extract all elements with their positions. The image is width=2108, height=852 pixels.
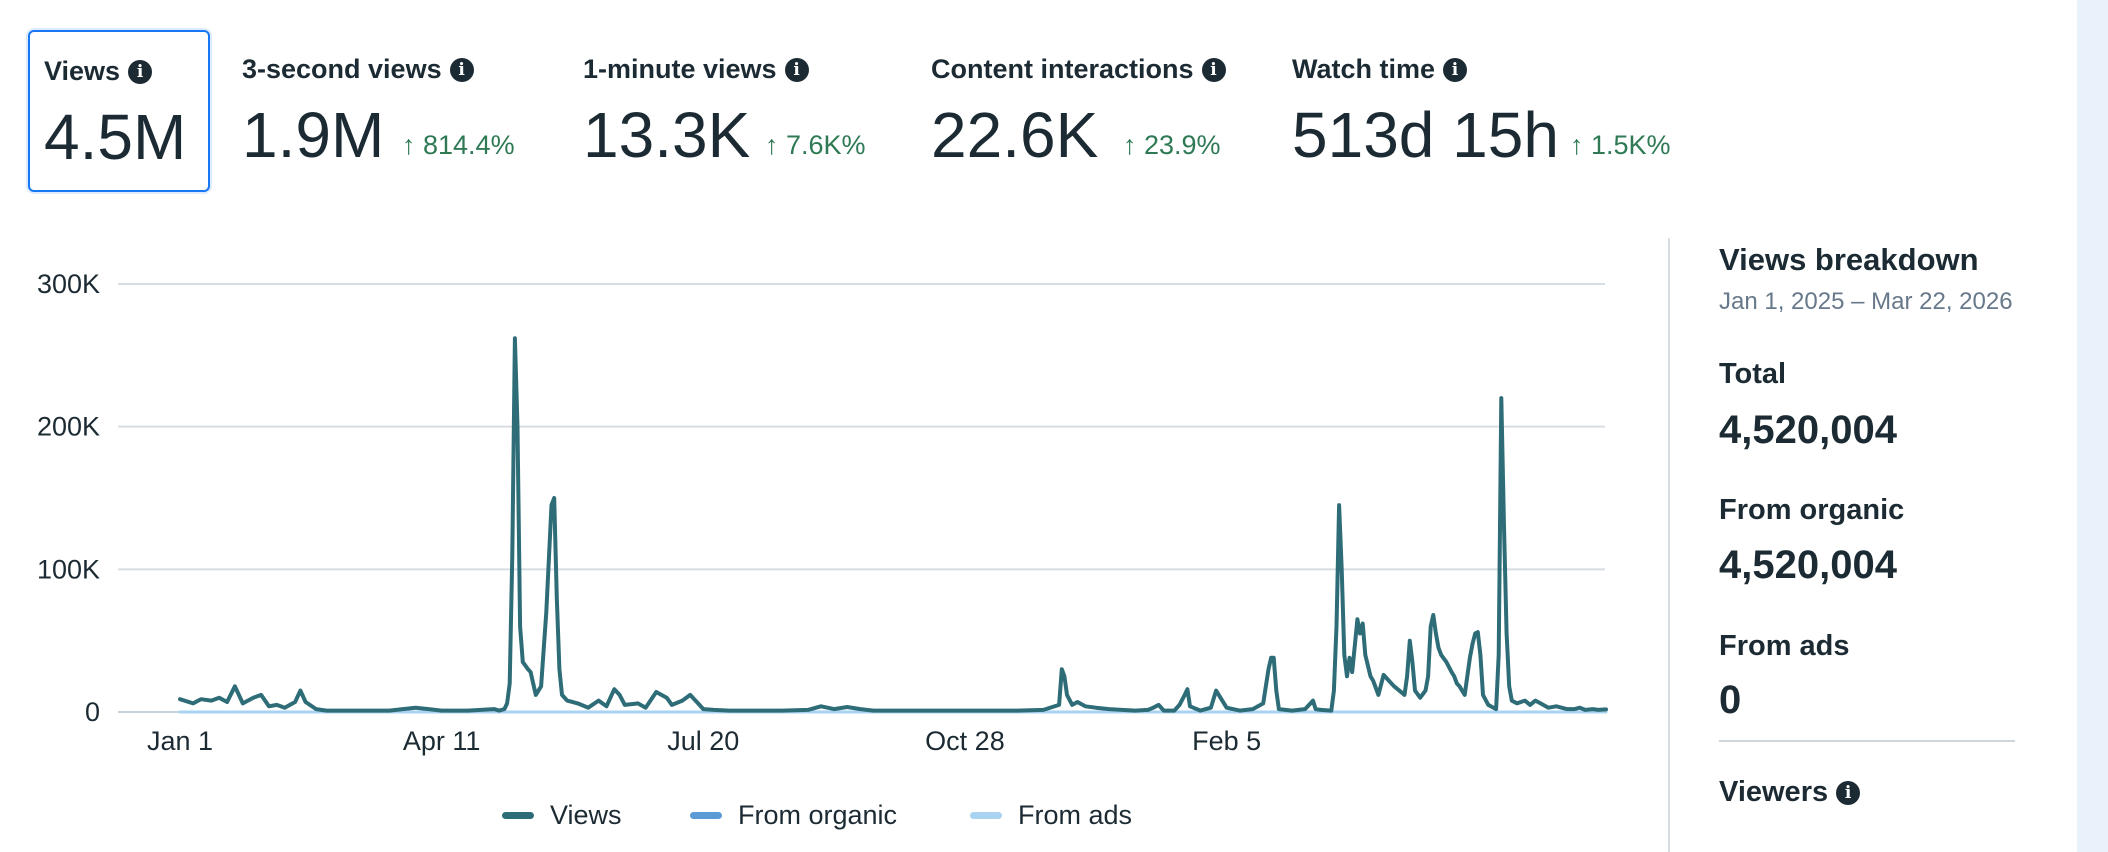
panel-divider xyxy=(1668,238,1670,852)
metric-change-1-minute-views: ↑ 7.6K% xyxy=(765,130,866,160)
metric-card-views[interactable]: Views i 4.5M xyxy=(28,30,210,192)
y-tick-label: 300K xyxy=(37,269,100,299)
from-ads-value: 0 xyxy=(1719,678,1742,722)
info-icon[interactable]: i xyxy=(128,59,153,84)
metric-card-watch-time[interactable]: Watch time i 513d 15h ↑ 1.5K% xyxy=(1292,30,1712,188)
y-tick-label: 100K xyxy=(37,554,100,584)
metric-label-3-second-views: 3-second views i xyxy=(242,54,474,85)
metric-label-watch-time: Watch time i xyxy=(1292,54,1468,85)
total-value: 4,520,004 xyxy=(1719,408,1897,452)
metric-1m-label-text: 1-minute views xyxy=(583,54,777,84)
from-ads-label: From ads xyxy=(1719,630,1850,662)
legend-label-views: Views xyxy=(550,800,622,830)
chart-svg: 0 100K 200K 300K Jan 1 Apr 11 Jul 20 Oct 28 Feb … xyxy=(37,269,1608,756)
from-organic-value: 4,520,004 xyxy=(1719,543,1897,587)
metric-label-1-minute-views: 1-minute views i xyxy=(583,54,809,85)
metric-value-watch-time: 513d 15h xyxy=(1292,99,1559,171)
legend-label-ads: From ads xyxy=(1018,800,1133,830)
x-tick-label: Jul 20 xyxy=(667,726,739,756)
panel-separator xyxy=(1719,740,2015,742)
legend-from-ads[interactable]: From ads xyxy=(970,800,1132,831)
legend-swatch-views xyxy=(502,812,534,819)
metric-value-1-minute-views: 13.3K xyxy=(583,99,751,171)
y-tick-label: 200K xyxy=(37,412,100,442)
viewers-label: Viewers xyxy=(1719,776,1829,808)
x-tick-label: Apr 11 xyxy=(403,726,481,756)
legend-views[interactable]: Views xyxy=(502,800,622,831)
metric-change-3-second-views: ↑ 814.4% xyxy=(402,130,515,160)
x-tick-label: Jan 1 xyxy=(147,726,213,756)
metric-label-views: Views i xyxy=(44,56,153,87)
legend-swatch-organic xyxy=(690,812,722,819)
info-icon[interactable]: i xyxy=(1443,57,1468,82)
legend-swatch-ads xyxy=(970,812,1002,819)
metric-value-3-second-views: 1.9M xyxy=(242,99,385,171)
info-icon[interactable]: i xyxy=(784,57,809,82)
viewers-heading: Viewers i xyxy=(1719,776,1861,809)
x-tick-label: Oct 28 xyxy=(925,726,1005,756)
metric-views-label-text: Views xyxy=(44,56,121,86)
page-scroll-gutter xyxy=(2077,0,2108,852)
info-icon[interactable]: i xyxy=(1201,57,1226,82)
views-breakdown-date-range: Jan 1, 2025 – Mar 22, 2026 xyxy=(1719,288,2013,315)
metric-wt-label-text: Watch time xyxy=(1292,54,1436,84)
views-breakdown-title: Views breakdown xyxy=(1719,242,1979,277)
metric-change-watch-time: ↑ 1.5K% xyxy=(1570,130,1671,160)
metric-value-content-interactions: 22.6K xyxy=(931,99,1099,171)
metric-label-content-interactions: Content interactions i xyxy=(931,54,1226,85)
info-icon[interactable]: i xyxy=(449,57,474,82)
x-tick-label: Feb 5 xyxy=(1192,726,1261,756)
total-label: Total xyxy=(1719,358,1787,390)
from-organic-label: From organic xyxy=(1719,494,1905,526)
legend-label-organic: From organic xyxy=(738,800,898,830)
metric-3s-label-text: 3-second views xyxy=(242,54,442,84)
metric-card-1-minute-views[interactable]: 1-minute views i 13.3K ↑ 7.6K% xyxy=(583,30,903,188)
metric-ci-label-text: Content interactions xyxy=(931,54,1194,84)
metric-card-3-second-views[interactable]: 3-second views i 1.9M ↑ 814.4% xyxy=(242,30,582,188)
info-icon[interactable]: i xyxy=(1836,780,1861,805)
views-line-chart[interactable]: 0 100K 200K 300K Jan 1 Apr 11 Jul 20 Oct 28 Feb … xyxy=(20,240,1620,852)
y-tick-label: 0 xyxy=(85,697,100,727)
legend-from-organic[interactable]: From organic xyxy=(690,800,897,831)
series-line-views xyxy=(178,336,1608,713)
metric-card-content-interactions[interactable]: Content interactions i 22.6K ↑ 23.9% xyxy=(931,30,1271,188)
metric-value-views: 4.5M xyxy=(44,101,187,173)
metric-change-content-interactions: ↑ 23.9% xyxy=(1123,130,1221,160)
